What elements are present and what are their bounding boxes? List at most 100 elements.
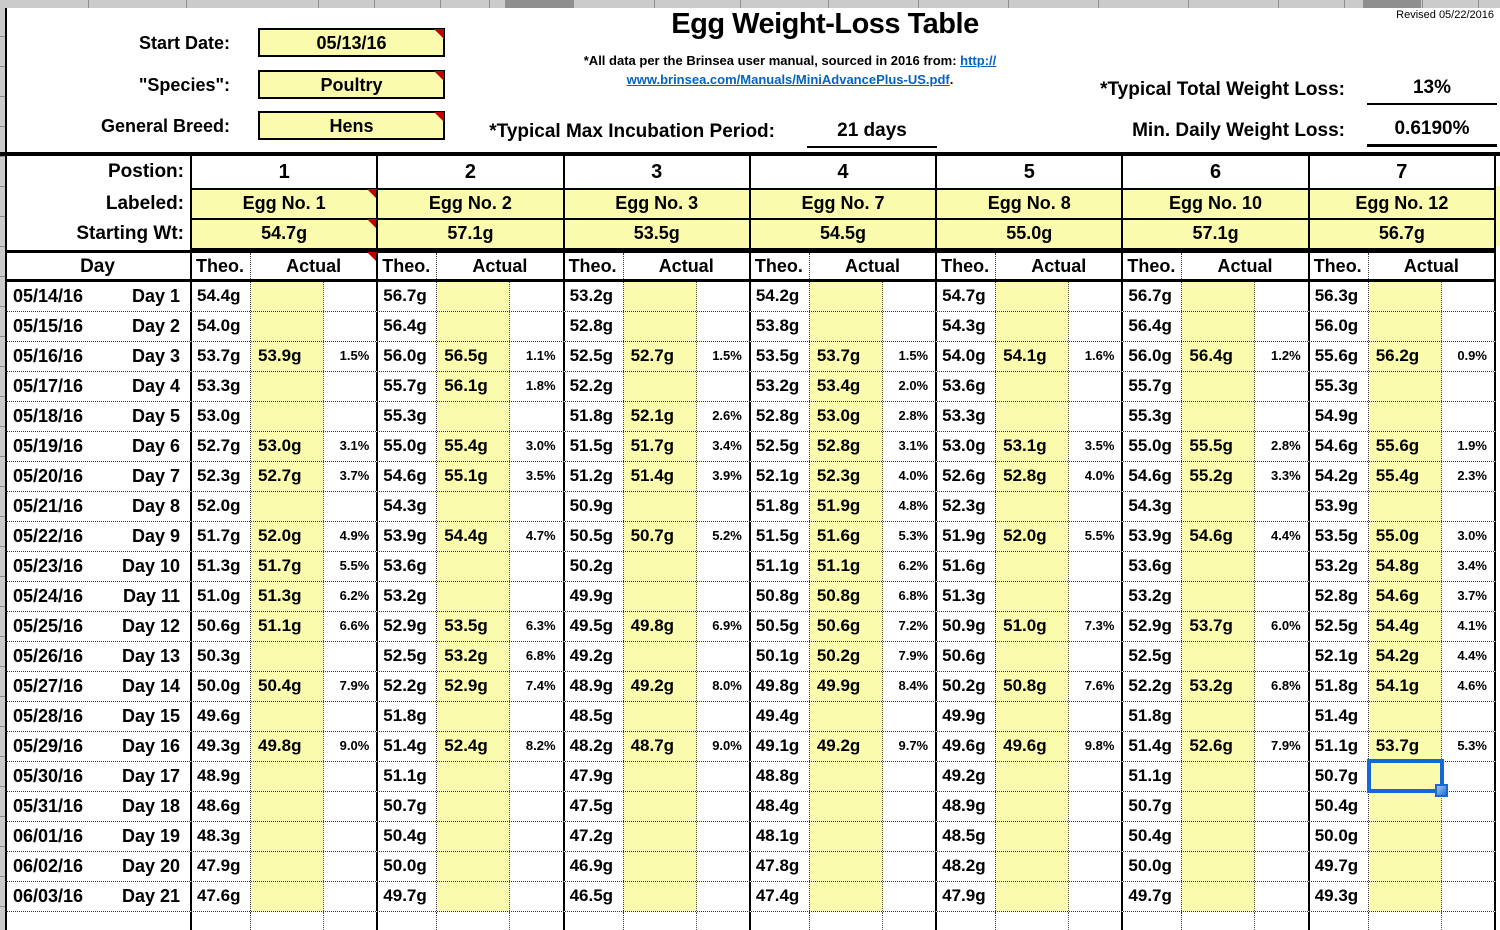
- pct-cell[interactable]: 6.6%: [339, 618, 370, 633]
- theo-cell[interactable]: 55.7g: [1123, 372, 1183, 401]
- theo-cell[interactable]: 51.8g: [751, 492, 810, 521]
- actual-cell[interactable]: [623, 882, 697, 911]
- pct-cell[interactable]: [1069, 702, 1121, 731]
- position-cell[interactable]: 6: [1121, 156, 1308, 190]
- pct-cell[interactable]: [324, 882, 376, 911]
- theo-cell[interactable]: 55.0g: [378, 432, 438, 461]
- theo-cell[interactable]: 49.2g: [565, 642, 624, 671]
- date-day-cell[interactable]: 05/19/16 Day 6: [5, 432, 190, 461]
- actual-cell[interactable]: [251, 792, 324, 821]
- theo-cell[interactable]: 53.6g: [378, 552, 438, 581]
- pct-cell[interactable]: [324, 852, 376, 881]
- actual-cell[interactable]: 55.2g: [1182, 462, 1256, 491]
- theo-cell[interactable]: 52.3g: [192, 462, 251, 491]
- egg-label-cell[interactable]: Egg No. 3: [562, 190, 749, 220]
- actual-cell[interactable]: [1368, 282, 1442, 311]
- theo-cell[interactable]: 50.1g: [751, 642, 810, 671]
- actual-cell[interactable]: [251, 282, 324, 311]
- actual-cell[interactable]: 55.1g: [437, 462, 511, 491]
- actual-cell[interactable]: 56.2g: [1368, 342, 1442, 371]
- theo-cell[interactable]: 49.5g: [565, 612, 624, 641]
- theo-cell[interactable]: 53.6g: [1123, 552, 1183, 581]
- source-link[interactable]: http://: [960, 53, 997, 68]
- actual-cell[interactable]: [623, 372, 697, 401]
- starting-wt-cell[interactable]: 57.1g: [1121, 220, 1308, 250]
- theo-cell[interactable]: 51.6g: [937, 552, 997, 581]
- pct-cell[interactable]: [1255, 852, 1307, 881]
- pct-cell[interactable]: [1255, 882, 1307, 911]
- theo-cell[interactable]: 52.8g: [1310, 582, 1369, 611]
- theo-cell[interactable]: 55.3g: [1310, 372, 1369, 401]
- theo-cell[interactable]: 54.2g: [1310, 462, 1369, 491]
- pct-cell[interactable]: 1.9%: [1457, 438, 1487, 453]
- theo-cell[interactable]: 54.0g: [192, 312, 251, 341]
- theo-cell[interactable]: 56.7g: [1123, 282, 1183, 311]
- pct-cell[interactable]: 6.8%: [525, 648, 556, 663]
- date-day-cell[interactable]: 05/14/16 Day 1: [5, 282, 190, 311]
- theo-cell[interactable]: 53.0g: [192, 402, 251, 431]
- pct-cell[interactable]: [324, 702, 376, 731]
- theo-cell[interactable]: 49.2g: [937, 762, 997, 791]
- actual-cell[interactable]: 51.7g: [251, 552, 324, 581]
- actual-cell[interactable]: [437, 882, 511, 911]
- theo-cell[interactable]: 53.7g: [192, 342, 251, 371]
- actual-cell[interactable]: 51.1g: [251, 612, 324, 641]
- pct-cell[interactable]: 7.2%: [898, 618, 929, 633]
- pct-cell[interactable]: [1255, 822, 1307, 851]
- theo-cell[interactable]: 47.9g: [565, 762, 624, 791]
- date-day-cell[interactable]: 05/23/16 Day 10: [5, 552, 190, 581]
- actual-cell[interactable]: [251, 372, 324, 401]
- theo-cell[interactable]: 55.3g: [378, 402, 438, 431]
- pct-cell[interactable]: [697, 282, 749, 311]
- actual-cell[interactable]: [437, 402, 511, 431]
- actual-cell[interactable]: [623, 762, 697, 791]
- actual-cell[interactable]: 53.0g: [251, 432, 324, 461]
- theo-cell[interactable]: 49.7g: [378, 882, 438, 911]
- actual-cell[interactable]: 48.7g: [623, 732, 697, 761]
- actual-cell[interactable]: 49.2g: [623, 672, 697, 701]
- pct-cell[interactable]: [697, 762, 749, 791]
- pct-cell[interactable]: 7.9%: [898, 648, 929, 663]
- actual-cell[interactable]: [1368, 882, 1442, 911]
- theo-header[interactable]: Theo.: [565, 253, 624, 279]
- actual-cell[interactable]: [437, 852, 511, 881]
- pct-cell[interactable]: [510, 492, 562, 521]
- pct-cell[interactable]: 4.4%: [1457, 648, 1487, 663]
- theo-cell[interactable]: 49.9g: [565, 582, 624, 611]
- pct-cell[interactable]: 6.2%: [339, 588, 370, 603]
- theo-cell[interactable]: 51.3g: [192, 552, 251, 581]
- pct-cell[interactable]: [1255, 492, 1307, 521]
- theo-cell[interactable]: 46.5g: [565, 882, 624, 911]
- actual-cell[interactable]: [809, 282, 883, 311]
- theo-header[interactable]: Theo.: [378, 253, 438, 279]
- theo-cell[interactable]: 50.8g: [751, 582, 810, 611]
- position-cell[interactable]: 7: [1307, 156, 1496, 190]
- pct-cell[interactable]: [697, 552, 749, 581]
- pct-cell[interactable]: [1255, 552, 1307, 581]
- theo-cell[interactable]: 48.8g: [751, 762, 810, 791]
- pct-cell[interactable]: [697, 492, 749, 521]
- actual-cell[interactable]: [996, 372, 1070, 401]
- theo-cell[interactable]: 50.4g: [378, 822, 438, 851]
- starting-wt-cell[interactable]: 53.5g: [562, 220, 749, 250]
- theo-cell[interactable]: 50.0g: [1310, 822, 1369, 851]
- theo-cell[interactable]: 50.7g: [378, 792, 438, 821]
- actual-cell[interactable]: [623, 792, 697, 821]
- actual-cell[interactable]: [437, 552, 511, 581]
- pct-cell[interactable]: [1442, 372, 1494, 401]
- pct-cell[interactable]: 3.1%: [339, 438, 370, 453]
- actual-cell[interactable]: 54.4g: [1368, 612, 1442, 641]
- theo-cell[interactable]: 52.5g: [1310, 612, 1369, 641]
- position-cell[interactable]: 2: [376, 156, 563, 190]
- actual-cell[interactable]: [1182, 762, 1256, 791]
- pct-cell[interactable]: [1069, 762, 1121, 791]
- theo-cell[interactable]: 52.3g: [937, 492, 997, 521]
- actual-cell[interactable]: [996, 402, 1070, 431]
- actual-cell[interactable]: [251, 702, 324, 731]
- pct-cell[interactable]: 2.8%: [898, 408, 929, 423]
- actual-cell[interactable]: [1182, 702, 1256, 731]
- actual-cell[interactable]: [996, 282, 1070, 311]
- actual-cell[interactable]: 49.2g: [809, 732, 883, 761]
- actual-cell[interactable]: 54.1g: [1368, 672, 1442, 701]
- actual-cell[interactable]: 52.9g: [437, 672, 511, 701]
